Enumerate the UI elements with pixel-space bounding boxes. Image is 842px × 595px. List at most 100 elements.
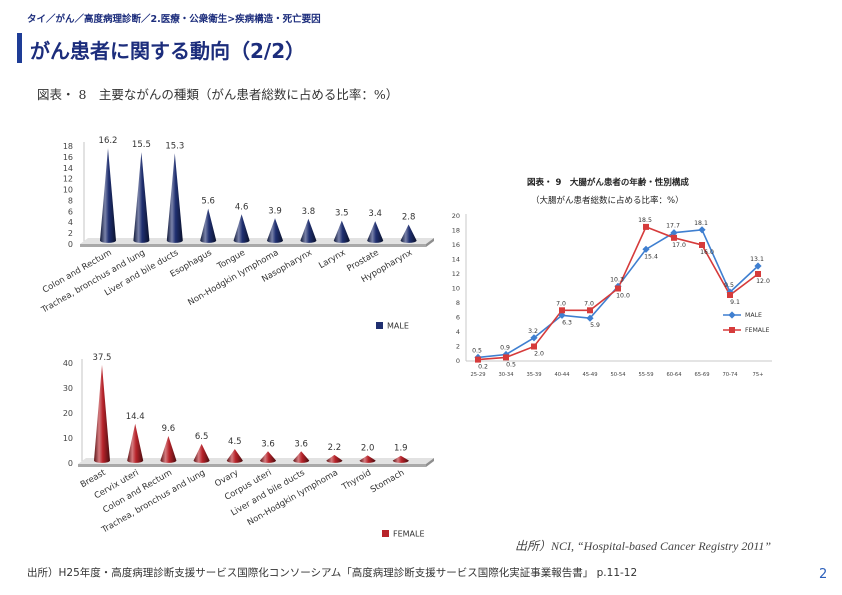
male-value-label-6: 15.4 <box>644 253 658 260</box>
female-value-label-8: 2.0 <box>361 443 375 453</box>
female-marker-2 <box>531 343 537 350</box>
male-value-label-4: 5.9 <box>590 322 600 329</box>
female-legend-swatch <box>382 530 389 537</box>
male-legend-label: MALE <box>745 312 762 319</box>
male-marker-7 <box>670 229 678 237</box>
female-floor-side <box>426 458 434 467</box>
female-legend-label: FEMALE <box>745 327 769 334</box>
male-marker-2 <box>530 334 538 342</box>
female-legend-marker <box>729 327 735 333</box>
female-value-label-5: 3.6 <box>261 439 275 449</box>
female-marker-6 <box>643 223 649 230</box>
male-value-label-8: 18.1 <box>694 220 708 227</box>
male-value-label-9: 2.8 <box>402 213 416 223</box>
line-chart-y-tick-label: 12 <box>452 270 460 278</box>
male-value-label-5: 3.9 <box>268 206 282 216</box>
line-chart-x-tick-label-1: 30-34 <box>498 372 514 378</box>
female-y-tick-label: 30 <box>63 384 73 393</box>
line-chart-y-tick-label: 18 <box>452 227 460 235</box>
male-y-tick-label: 14 <box>63 164 73 173</box>
male-marker-8 <box>698 226 706 234</box>
male-value-label-4: 4.6 <box>235 202 249 212</box>
female-marker-3 <box>559 307 565 314</box>
male-y-tick-label: 2 <box>68 229 73 238</box>
male-cone-7 <box>333 220 350 243</box>
male-y-tick-label: 10 <box>63 186 73 195</box>
female-value-label-6: 3.6 <box>294 439 308 449</box>
male-cone-2 <box>166 153 183 243</box>
line-chart-y-tick-label: 10 <box>452 285 460 293</box>
female-cone-1 <box>127 423 144 463</box>
male-value-label-3: 5.6 <box>201 197 215 207</box>
male-value-label-1: 0.9 <box>500 345 510 352</box>
male-y-tick-label: 6 <box>68 207 73 216</box>
line-chart-x-tick-label-10: 75+ <box>753 372 764 378</box>
male-value-label-6: 3.8 <box>302 207 316 217</box>
female-marker-0 <box>475 356 481 363</box>
female-category-label-8: Thyroid <box>340 468 373 493</box>
female-value-label-1: 14.4 <box>126 412 145 422</box>
female-value-label-3: 7.0 <box>556 300 566 307</box>
female-y-tick-label: 10 <box>63 434 73 443</box>
female-value-label-1: 0.5 <box>506 361 516 368</box>
female-cone-4 <box>226 449 243 463</box>
page-title: がん患者に関する動向（2/2） <box>30 39 306 63</box>
female-marker-5 <box>615 285 621 292</box>
line-chart-x-tick-label-6: 55-59 <box>638 372 653 378</box>
female-cone-9 <box>392 455 409 463</box>
female-value-label-10: 12.0 <box>756 278 770 285</box>
female-value-label-2: 9.6 <box>162 424 176 434</box>
female-legend-label: FEMALE <box>393 530 425 539</box>
male-y-tick-label: 16 <box>63 153 73 162</box>
female-value-label-7: 17.0 <box>672 242 686 249</box>
page-number: 2 <box>819 567 828 582</box>
male-value-label-7: 3.5 <box>335 209 349 219</box>
male-value-label-1: 15.5 <box>132 140 151 150</box>
male-legend-marker <box>728 311 736 319</box>
female-y-tick-label: 20 <box>63 409 73 418</box>
line-chart-y-tick-label: 0 <box>456 357 460 365</box>
colorectal-age-sex-line-chart: 0 2 4 6 8 10 12 14 16 18 20 25-29 30-34 35-39 40-44 45-… <box>452 212 772 378</box>
female-value-label-0: 0.2 <box>478 364 488 371</box>
line-chart-x-tick-label-9: 70-74 <box>722 372 738 378</box>
female-category-label-9: Stomach <box>369 468 406 495</box>
male-floor-side <box>426 238 434 247</box>
male-value-label-0: 16.2 <box>99 136 118 146</box>
male-cone-8 <box>367 221 384 243</box>
female-value-label-9: 9.1 <box>730 299 740 306</box>
female-value-label-9: 1.9 <box>394 444 408 454</box>
female-value-label-8: 16.0 <box>700 249 714 256</box>
male-marker-6 <box>642 245 650 253</box>
line-chart-y-tick-label: 4 <box>456 328 460 336</box>
female-marker-7 <box>671 234 677 241</box>
line-chart-x-tick-label-5: 50-54 <box>610 372 626 378</box>
male-category-label-7: Larynx <box>317 248 347 271</box>
line-chart-x-tick-label-2: 35-39 <box>526 372 541 378</box>
line-chart-x-tick-label-3: 40-44 <box>554 372 570 378</box>
female-marker-1 <box>503 354 509 361</box>
female-marker-4 <box>587 307 593 314</box>
female-y-tick-label: 0 <box>68 459 73 468</box>
male-value-label-0: 0.5 <box>472 347 482 354</box>
line-chart-y-tick-label: 6 <box>456 314 460 322</box>
male-y-tick-label: 18 <box>63 142 73 151</box>
female-cone-7 <box>326 454 343 463</box>
male-cone-6 <box>300 218 317 243</box>
male-cone-3 <box>200 208 217 243</box>
male-value-label-2: 3.2 <box>528 328 538 335</box>
line-chart-x-tick-label-8: 65-69 <box>694 372 709 378</box>
male-value-label-9: 9.5 <box>724 282 734 289</box>
male-cone-4 <box>233 214 250 243</box>
male-floor-front <box>80 244 426 247</box>
line-chart-y-tick-label: 8 <box>456 299 460 307</box>
male-value-label-8: 3.4 <box>368 209 382 219</box>
female-value-label-0: 37.5 <box>93 353 112 363</box>
male-y-tick-label: 4 <box>68 218 73 227</box>
female-value-label-6: 18.5 <box>638 217 652 224</box>
male-marker-10 <box>754 262 762 270</box>
male-value-label-10: 13.1 <box>750 256 764 263</box>
male-value-label-3: 6.3 <box>562 319 572 326</box>
line-chart-x-tick-label-0: 25-29 <box>470 372 485 378</box>
female-cone-5 <box>260 451 276 463</box>
